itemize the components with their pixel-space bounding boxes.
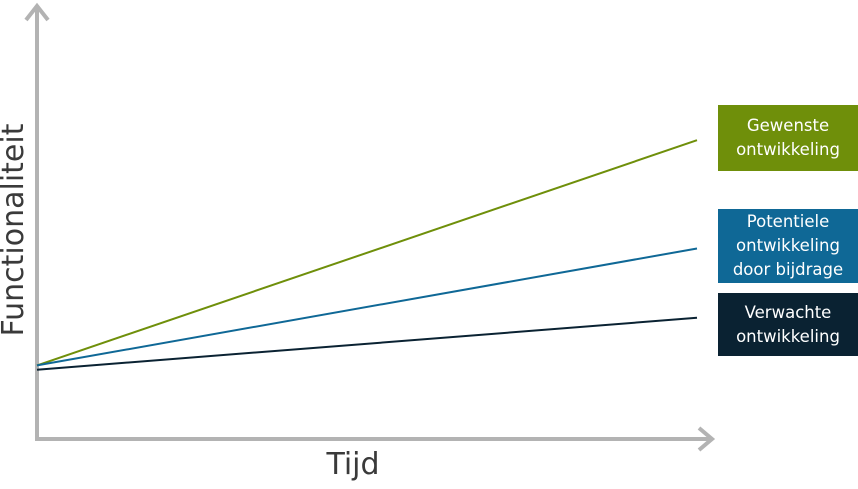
series-line-gewenste xyxy=(36,139,698,367)
series-line-potentiele xyxy=(36,247,698,367)
legend-item-potentiele: Potentiele ontwikkeling door bijdrage xyxy=(718,209,858,283)
x-axis-arrowhead xyxy=(697,426,716,452)
y-axis-arrowhead xyxy=(24,2,50,22)
series-line-verwachte xyxy=(36,316,698,371)
legend-label: Gewenste ontwikkeling xyxy=(736,116,840,159)
y-axis-title: Functionaliteit xyxy=(0,123,31,336)
x-axis-title: Tijd xyxy=(325,447,379,482)
legend-item-verwachte: Verwachte ontwikkeling xyxy=(718,293,858,356)
series-lines xyxy=(36,139,698,371)
legend-item-gewenste: Gewenste ontwikkeling xyxy=(718,105,858,171)
legend-label: Verwachte ontwikkeling xyxy=(736,302,840,346)
axes xyxy=(24,2,716,452)
legend-label: Potentiele ontwikkeling door bijdrage xyxy=(732,212,844,279)
